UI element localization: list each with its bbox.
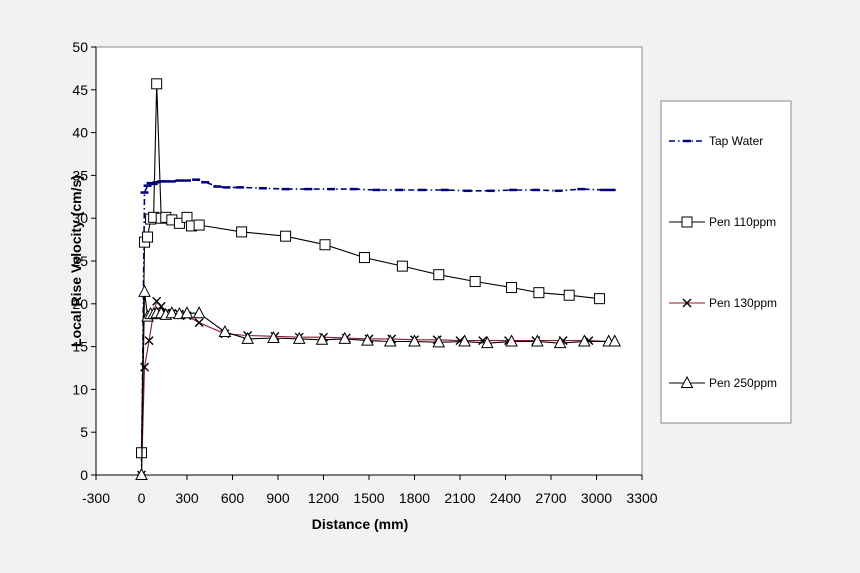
data-point-pen-130ppm bbox=[144, 336, 154, 346]
legend-label-pen-250ppm: Pen 250ppm bbox=[709, 376, 777, 390]
data-point-pen-110ppm bbox=[433, 269, 445, 281]
x-tick-label: 300 bbox=[175, 490, 199, 506]
data-point-pen-110ppm bbox=[193, 219, 205, 231]
x-tick-label: 2400 bbox=[490, 490, 521, 506]
marker-stroke bbox=[682, 298, 692, 308]
data-point-pen-250ppm bbox=[192, 306, 206, 319]
data-point-pen-250ppm bbox=[218, 324, 232, 338]
data-point-pen-110ppm bbox=[396, 260, 408, 272]
marker-stroke bbox=[140, 362, 150, 372]
data-point-pen-250ppm bbox=[180, 306, 194, 319]
y-tick-label: 30 bbox=[72, 210, 88, 226]
data-point-pen-110ppm bbox=[280, 230, 292, 242]
data-point-pen-130ppm bbox=[194, 318, 204, 328]
marker-stroke bbox=[152, 296, 162, 306]
data-point-pen-110ppm bbox=[506, 282, 518, 294]
data-point-pen-250ppm bbox=[315, 332, 329, 345]
x-tick-label: 600 bbox=[221, 490, 245, 506]
legend-marker-pen-110ppm bbox=[681, 216, 693, 228]
data-point-pen-250ppm bbox=[408, 334, 421, 347]
x-tick-label: 3000 bbox=[581, 490, 612, 506]
x-tick-label: 900 bbox=[266, 490, 290, 506]
x-tick-label: -300 bbox=[82, 490, 110, 506]
data-point-pen-250ppm bbox=[578, 334, 591, 347]
data-point-pen-110ppm bbox=[319, 239, 331, 251]
data-point-pen-110ppm bbox=[151, 78, 163, 90]
x-tick-label: 2700 bbox=[535, 490, 566, 506]
legend-label-pen-110ppm: Pen 110ppm bbox=[709, 215, 776, 229]
series-tap-water bbox=[137, 178, 616, 477]
data-point-pen-250ppm bbox=[383, 334, 397, 347]
data-point-pen-250ppm bbox=[361, 333, 374, 346]
marker-stroke bbox=[194, 318, 204, 328]
series-pen-110ppm bbox=[136, 78, 606, 459]
y-axis-title: Local Rise Velocity (cm/s) bbox=[68, 175, 84, 347]
y-tick-label: 45 bbox=[72, 82, 88, 98]
series-layer bbox=[135, 78, 622, 480]
data-point-pen-250ppm bbox=[135, 467, 148, 480]
marker-stroke bbox=[144, 336, 154, 346]
legend-marker-pen-130ppm bbox=[682, 298, 692, 308]
legend-box bbox=[660, 100, 792, 424]
y-tick-label: 50 bbox=[72, 39, 88, 55]
data-point-pen-250ppm bbox=[267, 330, 280, 344]
marker-stroke bbox=[478, 336, 488, 346]
y-tick-label: 25 bbox=[72, 253, 88, 269]
data-point-pen-250ppm bbox=[138, 284, 151, 297]
data-point-pen-110ppm bbox=[173, 217, 185, 229]
legend-marker-pen-250ppm bbox=[680, 375, 694, 388]
data-point-pen-110ppm bbox=[142, 231, 154, 243]
data-point-pen-110ppm bbox=[533, 287, 545, 299]
x-tick-label: 1800 bbox=[399, 490, 430, 506]
legend-item-pen-130ppm: Pen 130ppm bbox=[669, 296, 777, 310]
y-tick-label: 10 bbox=[72, 381, 88, 397]
data-point-pen-110ppm bbox=[358, 252, 370, 264]
data-point-pen-110ppm bbox=[236, 226, 248, 238]
x-tick-label: 0 bbox=[138, 490, 146, 506]
axes-layer: 0 5 10 15 20 25 30 35 40 45 50 -300 0 300 600 900 1200 15… bbox=[72, 39, 657, 506]
legend-item-pen-250ppm: Pen 250ppm bbox=[669, 375, 777, 390]
legend: Tap Water Pen 110ppm Pen 130ppm Pen 250ppm bbox=[660, 100, 792, 424]
series-pen-250ppm bbox=[135, 284, 622, 480]
x-tick-label: 3300 bbox=[626, 490, 657, 506]
legend-label-pen-130ppm: Pen 130ppm bbox=[709, 296, 777, 310]
data-point-pen-110ppm bbox=[469, 276, 481, 288]
data-point-pen-250ppm bbox=[458, 334, 471, 347]
y-tick-label: 40 bbox=[72, 125, 88, 141]
data-point-pen-250ppm bbox=[608, 334, 622, 347]
x-tick-label: 2100 bbox=[444, 490, 475, 506]
y-tick-label: 35 bbox=[72, 167, 88, 183]
data-point-pen-250ppm bbox=[241, 331, 254, 344]
y-tick-label: 15 bbox=[72, 339, 88, 355]
data-point-pen-250ppm bbox=[531, 334, 544, 347]
data-point-pen-110ppm bbox=[563, 289, 575, 301]
y-tick-label: 0 bbox=[80, 467, 88, 483]
x-tick-label: 1500 bbox=[353, 490, 384, 506]
data-point-pen-110ppm bbox=[594, 293, 606, 305]
data-point-pen-250ppm bbox=[432, 335, 446, 348]
x-tick-label: 1200 bbox=[308, 490, 339, 506]
marker-stroke bbox=[455, 336, 465, 346]
y-tick-label: 5 bbox=[80, 424, 88, 440]
data-point-pen-130ppm bbox=[140, 362, 150, 372]
legend-item-tap-water: Tap Water bbox=[669, 134, 763, 148]
data-point-pen-250ppm bbox=[505, 334, 518, 347]
data-point-pen-250ppm bbox=[292, 331, 306, 344]
data-point-pen-250ppm bbox=[165, 306, 179, 319]
legend-item-pen-110ppm: Pen 110ppm bbox=[669, 215, 776, 229]
legend-label-tap-water: Tap Water bbox=[709, 134, 763, 148]
data-point-pen-250ppm bbox=[338, 331, 352, 344]
y-tick-label: 20 bbox=[72, 296, 88, 312]
data-point-pen-250ppm bbox=[553, 336, 567, 349]
x-axis-title: Distance (mm) bbox=[312, 516, 408, 532]
data-point-pen-250ppm bbox=[480, 336, 494, 349]
